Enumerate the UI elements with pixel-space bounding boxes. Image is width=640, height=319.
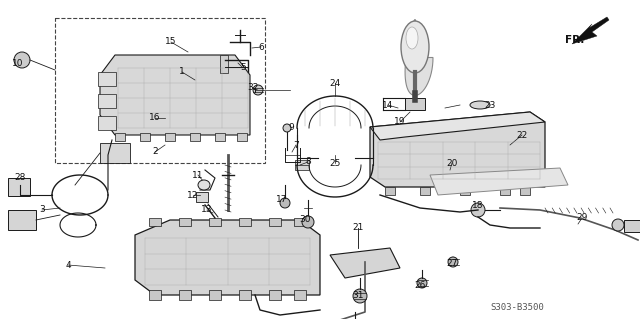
Ellipse shape xyxy=(406,27,418,49)
Text: 9: 9 xyxy=(288,123,294,132)
Text: 27: 27 xyxy=(446,258,458,268)
Text: 24: 24 xyxy=(330,78,340,87)
Bar xyxy=(209,218,221,226)
Bar xyxy=(8,210,36,230)
Text: FR.: FR. xyxy=(565,35,584,45)
Bar xyxy=(239,290,251,300)
Bar xyxy=(239,218,251,226)
Polygon shape xyxy=(370,112,545,140)
Bar xyxy=(190,133,200,141)
Bar xyxy=(294,290,306,300)
Polygon shape xyxy=(405,19,433,95)
Circle shape xyxy=(448,257,458,267)
Circle shape xyxy=(353,289,367,303)
Circle shape xyxy=(471,203,485,217)
Bar xyxy=(209,290,221,300)
Bar xyxy=(520,187,530,195)
Text: 14: 14 xyxy=(382,100,394,109)
Bar xyxy=(149,290,161,300)
Bar xyxy=(294,218,306,226)
Bar xyxy=(269,290,281,300)
Text: 25: 25 xyxy=(330,159,340,167)
Text: 12: 12 xyxy=(188,190,198,199)
Text: 18: 18 xyxy=(472,202,484,211)
Text: 3: 3 xyxy=(39,205,45,214)
Text: 29: 29 xyxy=(576,213,588,222)
Text: 23: 23 xyxy=(484,100,496,109)
Bar xyxy=(237,133,247,141)
Bar xyxy=(405,98,425,110)
Bar xyxy=(215,133,225,141)
Bar xyxy=(420,187,430,195)
Text: 30: 30 xyxy=(300,216,311,225)
Bar xyxy=(196,192,208,202)
Text: 13: 13 xyxy=(201,205,212,214)
Ellipse shape xyxy=(198,180,210,190)
Bar xyxy=(98,94,116,108)
Text: 1: 1 xyxy=(179,68,185,77)
Bar xyxy=(8,178,30,196)
Text: 16: 16 xyxy=(149,114,161,122)
Bar xyxy=(149,218,161,226)
Polygon shape xyxy=(370,112,545,187)
Bar xyxy=(100,143,130,163)
Text: 21: 21 xyxy=(352,224,364,233)
Bar xyxy=(98,116,116,130)
Bar xyxy=(460,187,470,195)
Text: 22: 22 xyxy=(516,130,527,139)
Polygon shape xyxy=(330,248,400,278)
Bar xyxy=(624,220,640,232)
Polygon shape xyxy=(430,168,568,195)
Bar xyxy=(295,160,309,170)
Text: 11: 11 xyxy=(192,170,204,180)
Bar xyxy=(140,133,150,141)
Circle shape xyxy=(417,278,427,288)
Text: 4: 4 xyxy=(65,261,71,270)
Text: 5: 5 xyxy=(240,63,246,72)
Circle shape xyxy=(253,85,263,95)
Polygon shape xyxy=(572,17,609,44)
Text: 26: 26 xyxy=(414,281,426,291)
Bar xyxy=(98,72,116,86)
Bar xyxy=(55,18,265,163)
Bar xyxy=(115,133,125,141)
Text: 31: 31 xyxy=(352,291,364,300)
Text: 20: 20 xyxy=(446,159,458,167)
Bar xyxy=(269,218,281,226)
Bar xyxy=(165,133,175,141)
Bar xyxy=(385,187,395,195)
Ellipse shape xyxy=(470,101,490,109)
Text: S303-B3500: S303-B3500 xyxy=(490,303,544,313)
Text: 19: 19 xyxy=(394,117,406,127)
Text: 6: 6 xyxy=(258,42,264,51)
Text: 15: 15 xyxy=(165,38,177,47)
Bar xyxy=(500,187,510,195)
Text: 32: 32 xyxy=(247,84,259,93)
Text: 2: 2 xyxy=(152,147,158,157)
Text: 17: 17 xyxy=(276,196,288,204)
Circle shape xyxy=(280,198,290,208)
Text: 28: 28 xyxy=(14,174,26,182)
Bar xyxy=(179,218,191,226)
Bar xyxy=(220,55,228,73)
Text: 8: 8 xyxy=(305,158,311,167)
Bar xyxy=(179,290,191,300)
Text: 7: 7 xyxy=(293,140,299,150)
Polygon shape xyxy=(100,55,250,135)
Circle shape xyxy=(302,216,314,228)
Polygon shape xyxy=(135,220,320,295)
Ellipse shape xyxy=(401,21,429,73)
Text: 10: 10 xyxy=(12,58,24,68)
Circle shape xyxy=(283,124,291,132)
Circle shape xyxy=(612,219,624,231)
Circle shape xyxy=(14,52,30,68)
